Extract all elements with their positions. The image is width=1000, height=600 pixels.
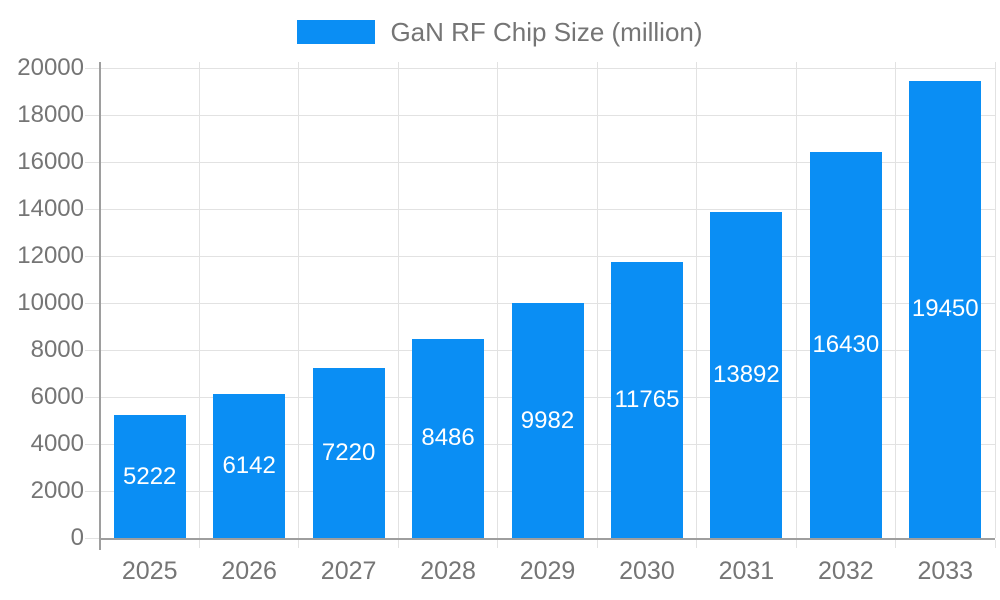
y-gridline: [100, 255, 995, 257]
y-axis-tick: [85, 161, 100, 163]
y-tick-label: 8000: [30, 336, 84, 363]
legend-label: GaN RF Chip Size (million): [390, 17, 703, 47]
y-gridline: [100, 302, 995, 304]
x-tick-label: 2026: [221, 557, 277, 585]
y-axis-tick: [85, 396, 100, 398]
x-axis-tick: [298, 540, 300, 548]
bar: [909, 80, 982, 538]
y-axis-tick: [85, 490, 100, 492]
bar-value-label: 16430: [812, 330, 880, 358]
x-gridline: [795, 62, 797, 538]
x-tick-label: 2033: [917, 557, 974, 585]
y-tick-label: 14000: [17, 195, 84, 222]
chart-legend[interactable]: GaN RF Chip Size (million): [0, 17, 1000, 47]
x-tick-label: 2032: [818, 557, 874, 585]
bar: [412, 338, 485, 538]
x-axis-tick: [397, 540, 399, 548]
bar: [809, 151, 882, 538]
x-axis-tick: [198, 540, 200, 548]
y-axis-tick: [85, 443, 100, 445]
x-tick-label: 2025: [121, 557, 178, 585]
bar-value-label: 8486: [421, 424, 475, 452]
x-tick-label: 2031: [718, 557, 775, 585]
bar-value-label: 6142: [222, 451, 276, 479]
y-tick-label: 20000: [17, 54, 84, 81]
x-gridline: [397, 62, 399, 538]
x-axis-line: [99, 538, 995, 540]
x-tick-label: 2029: [519, 557, 576, 585]
y-gridline: [100, 67, 995, 69]
x-axis-tick: [895, 540, 897, 548]
y-axis-tick: [85, 537, 100, 539]
x-axis-tick: [696, 540, 698, 548]
bar-value-label: 9982: [520, 406, 575, 434]
y-tick-label: 18000: [17, 101, 84, 128]
x-gridline: [895, 62, 897, 538]
y-tick-label: 2000: [30, 477, 84, 504]
bar-value-label: 19450: [911, 295, 979, 323]
x-gridline: [994, 62, 996, 538]
x-axis-tick: [497, 540, 499, 548]
bar-value-label: 11765: [614, 385, 680, 413]
x-axis-tick: [596, 540, 598, 548]
y-axis-tick: [85, 67, 100, 69]
y-axis-tick: [85, 114, 100, 116]
x-tick-label: 2027: [320, 557, 377, 585]
x-tick-label: 2030: [619, 557, 675, 585]
y-axis-tick: [85, 208, 100, 210]
x-axis-tick: [795, 540, 797, 548]
y-tick-label: 16000: [17, 148, 84, 175]
bar: [511, 303, 584, 538]
bar-value-label: 13892: [713, 360, 780, 388]
y-axis-tick: [85, 302, 100, 304]
bar: [710, 211, 783, 538]
x-gridline: [596, 62, 598, 538]
y-axis-tick: [85, 349, 100, 351]
y-gridline: [100, 114, 995, 116]
x-gridline: [696, 62, 698, 538]
bar: [213, 393, 286, 538]
y-tick-label: 4000: [30, 430, 84, 457]
x-gridline: [298, 62, 300, 538]
y-tick-label: 0: [70, 524, 84, 551]
y-tick-label: 6000: [30, 383, 84, 410]
x-gridline: [198, 62, 200, 538]
bar: [610, 261, 683, 538]
y-gridline: [100, 161, 995, 163]
x-gridline: [497, 62, 499, 538]
y-tick-label: 10000: [17, 289, 84, 316]
bar-value-label: 5222: [123, 462, 177, 490]
x-axis-tick: [994, 540, 996, 548]
y-axis-tick: [85, 255, 100, 257]
bar-value-label: 7220: [321, 439, 376, 467]
bar: [312, 368, 385, 538]
y-tick-label: 12000: [17, 242, 84, 269]
y-axis-line: [99, 62, 101, 550]
x-tick-label: 2028: [420, 557, 476, 585]
legend-swatch-icon: [297, 20, 376, 44]
y-gridline: [100, 208, 995, 210]
bar: [113, 415, 186, 538]
